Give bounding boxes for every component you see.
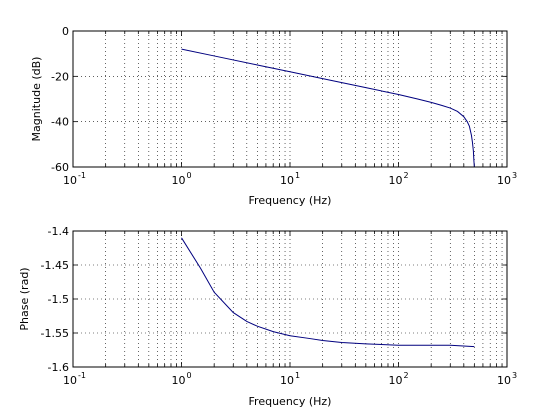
y-tick-label: -1.5: [48, 293, 69, 306]
x-tick-exponent: 1: [295, 371, 300, 380]
x-tick-label: 10: [63, 174, 77, 187]
y-tick-label: -1.6: [48, 361, 69, 374]
x-tick-label: 10: [497, 374, 511, 387]
phase-ylabel: Phase (rad): [18, 267, 31, 330]
magnitude-line: [181, 48, 475, 168]
y-tick-label: -40: [51, 116, 69, 129]
x-tick-exponent: 2: [404, 371, 409, 380]
x-tick-label: 10: [280, 374, 294, 387]
x-tick-exponent: 2: [404, 171, 409, 180]
x-tick-exponent: -1: [78, 171, 86, 180]
magnitude-axes: 0-20-40-60 10 -1 10 0 10 1 10 2 10 3 Frequency (H…: [30, 25, 517, 207]
x-tick-label: 10: [172, 174, 186, 187]
x-tick-exponent: 0: [187, 371, 192, 380]
y-tick-label: -60: [51, 161, 69, 174]
x-tick-exponent: 3: [512, 371, 517, 380]
phase-line: [181, 237, 475, 348]
x-tick-exponent: -1: [78, 371, 86, 380]
y-tick-label: 0: [62, 25, 69, 38]
x-tick-label: 10: [172, 374, 186, 387]
x-tick-exponent: 1: [295, 171, 300, 180]
y-tick-label: -1.4: [48, 225, 69, 238]
magnitude-ytick-labels: 0 -20 -40 -60: [51, 25, 69, 174]
phase-axes: -1.4-1.45-1.5-1.55-1.6 10 -1 10 0 10 1 10 2 10 3 …: [18, 225, 517, 408]
y-tick-label: -1.45: [41, 259, 69, 272]
phase-xtick-labels: 10 -1 10 0 10 1 10 2 10 3: [63, 371, 517, 387]
x-tick-label: 10: [389, 174, 403, 187]
x-tick-label: 10: [63, 374, 77, 387]
phase-xlabel: Frequency (Hz): [249, 395, 332, 408]
x-tick-label: 10: [497, 174, 511, 187]
y-tick-label: -20: [51, 70, 69, 83]
magnitude-xlabel: Frequency (Hz): [249, 194, 332, 207]
x-tick-label: 10: [280, 174, 294, 187]
phase-ytick-labels: -1.4 -1.45 -1.5 -1.55 -1.6: [41, 225, 69, 374]
x-tick-exponent: 3: [512, 171, 517, 180]
magnitude-grid: [73, 31, 507, 167]
y-tick-label: -1.55: [41, 327, 69, 340]
x-tick-label: 10: [389, 374, 403, 387]
phase-frame: [72, 230, 508, 368]
magnitude-frame: [72, 30, 508, 168]
magnitude-ylabel: Magnitude (dB): [30, 57, 43, 142]
magnitude-xtick-labels: 10 -1 10 0 10 1 10 2 10 3: [63, 171, 517, 187]
x-tick-exponent: 0: [187, 171, 192, 180]
